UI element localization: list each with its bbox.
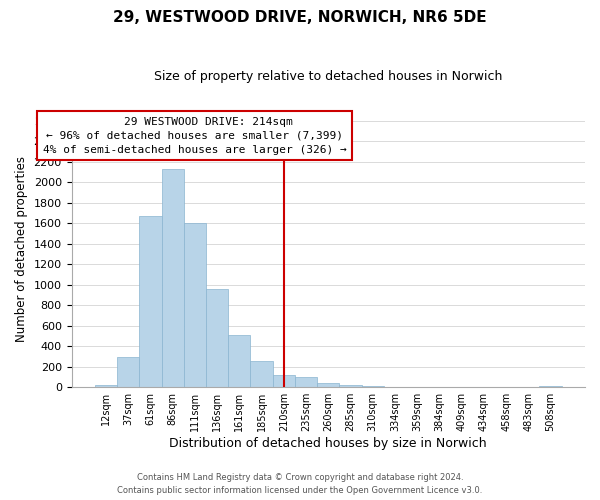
Bar	[295, 378, 317, 387]
Title: Size of property relative to detached houses in Norwich: Size of property relative to detached ho…	[154, 70, 502, 83]
X-axis label: Distribution of detached houses by size in Norwich: Distribution of detached houses by size …	[169, 437, 487, 450]
Bar	[272, 376, 295, 387]
Y-axis label: Number of detached properties: Number of detached properties	[15, 156, 28, 342]
Bar	[184, 224, 206, 387]
Bar	[161, 169, 184, 387]
Text: 29 WESTWOOD DRIVE: 214sqm
← 96% of detached houses are smaller (7,399)
4% of sem: 29 WESTWOOD DRIVE: 214sqm ← 96% of detac…	[43, 116, 347, 154]
Bar	[250, 361, 272, 387]
Bar	[384, 386, 406, 387]
Bar	[340, 386, 362, 387]
Bar	[539, 386, 562, 387]
Bar	[95, 385, 117, 387]
Text: 29, WESTWOOD DRIVE, NORWICH, NR6 5DE: 29, WESTWOOD DRIVE, NORWICH, NR6 5DE	[113, 10, 487, 25]
Bar	[317, 383, 340, 387]
Bar	[139, 216, 161, 387]
Text: Contains HM Land Registry data © Crown copyright and database right 2024.
Contai: Contains HM Land Registry data © Crown c…	[118, 474, 482, 495]
Bar	[117, 357, 139, 387]
Bar	[362, 386, 384, 387]
Bar	[206, 289, 228, 387]
Bar	[228, 336, 250, 387]
